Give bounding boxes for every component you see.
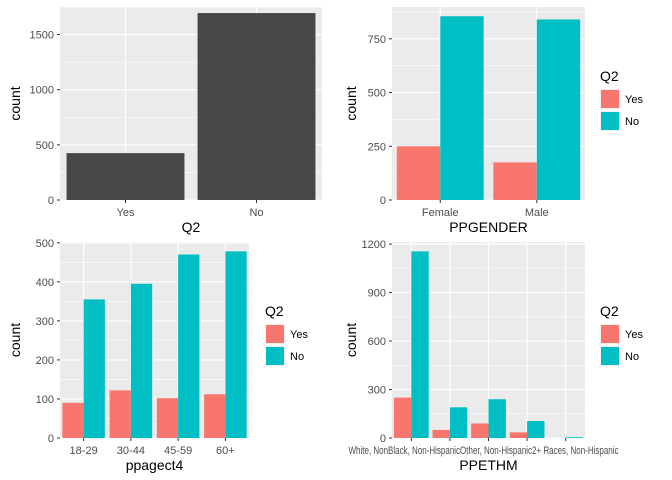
bar-yes-0 <box>393 397 412 438</box>
x-tick-label: 60+ <box>216 445 235 457</box>
bar-yes-0 <box>62 402 84 438</box>
bar-no-1 <box>536 19 581 200</box>
chart-panel-4: 0 300 600 900 1200 White, NonBlack, Non-Hispa… <box>343 239 643 473</box>
y-tick-label: 1500 <box>30 30 54 42</box>
legend-label-no: No <box>625 116 639 128</box>
bar-yes-3 <box>509 432 528 438</box>
x-axis-title: PPGENDER <box>449 219 528 235</box>
y-tick-label: 300 <box>36 316 54 328</box>
x-tick-labels-overlapping: White, NonBlack, Non-HispanicOther, Non-… <box>349 445 619 457</box>
legend: Q2 Yes No <box>600 303 643 366</box>
legend-title: Q2 <box>265 303 284 319</box>
y-tick-label: 900 <box>368 288 386 300</box>
legend-key-no <box>266 347 284 365</box>
legend-label-yes: Yes <box>290 329 308 341</box>
x-tick-label: 18-29 <box>70 445 98 457</box>
chart-panel-3: 0 100 200 300 400 500 18-29 30-44 45-59 60+ ppagec… <box>7 238 308 473</box>
bar-yes-2 <box>156 398 179 438</box>
y-axis-title: count <box>343 323 359 357</box>
x-tick-label: 30-44 <box>117 445 145 457</box>
y-tick-label: 600 <box>368 336 386 348</box>
x-tick-label: 45-59 <box>164 445 192 457</box>
x-axis-title: ppagect4 <box>126 457 184 473</box>
y-tick-label: 400 <box>36 277 54 289</box>
bar-count-1 <box>197 13 316 200</box>
bar-no-3 <box>527 421 545 438</box>
legend-title: Q2 <box>600 303 619 319</box>
y-tick-label: 750 <box>368 34 386 46</box>
y-tick-label: 250 <box>368 141 386 153</box>
bar-no-2 <box>488 399 506 438</box>
legend-title: Q2 <box>600 68 619 84</box>
x-axis-title: Q2 <box>182 219 201 235</box>
y-tick-label: 500 <box>368 88 386 100</box>
y-tick-label: 1200 <box>362 239 386 251</box>
bar-no-3 <box>225 251 247 438</box>
y-tick-label: 0 <box>48 433 54 445</box>
y-tick-label: 1000 <box>30 85 54 97</box>
bar-yes-1 <box>493 162 537 200</box>
x-tick-label: Female <box>422 207 459 219</box>
legend-label-no: No <box>290 351 304 363</box>
legend-key-yes <box>601 90 619 108</box>
y-tick-label: 500 <box>36 140 54 152</box>
y-axis-title: count <box>7 86 23 120</box>
legend-label-yes: Yes <box>625 94 643 106</box>
bar-yes-1 <box>432 429 450 438</box>
chart-panel-1: 0 500 1000 1500 Yes No Q2 count <box>7 6 322 235</box>
legend-label-no: No <box>625 351 639 363</box>
bar-no-0 <box>440 16 484 200</box>
bar-yes-0 <box>396 146 441 200</box>
bar-no-4 <box>565 437 584 438</box>
x-tick-label: Yes <box>117 207 135 219</box>
y-tick-label: 0 <box>380 433 386 445</box>
y-tick-label: 300 <box>368 385 386 397</box>
bar-count-0 <box>66 153 185 200</box>
bar-yes-2 <box>471 423 489 438</box>
y-tick-label: 0 <box>48 195 54 207</box>
y-tick-label: 200 <box>36 355 54 367</box>
legend-key-no <box>601 112 619 130</box>
x-axis-title: PPETHM <box>459 457 517 473</box>
legend-key-yes <box>601 325 619 343</box>
bar-no-2 <box>178 254 200 438</box>
x-tick-label: No <box>249 207 263 219</box>
bar-no-0 <box>411 251 429 438</box>
x-tick-label: Male <box>525 207 549 219</box>
y-tick-label: 0 <box>380 195 386 207</box>
y-tick-label: 500 <box>36 238 54 250</box>
bar-no-0 <box>83 299 105 438</box>
legend: Q2 Yes No <box>265 303 308 366</box>
legend-label-yes: Yes <box>625 329 643 341</box>
legend: Q2 Yes No <box>600 68 643 131</box>
y-tick-label: 100 <box>36 394 54 406</box>
bar-no-1 <box>130 283 153 438</box>
bar-no-1 <box>449 407 468 438</box>
bar-yes-1 <box>109 390 131 438</box>
y-axis-title: count <box>7 323 23 357</box>
legend-key-no <box>601 347 619 365</box>
y-axis-title: count <box>343 86 359 120</box>
legend-key-yes <box>266 325 284 343</box>
bar-yes-3 <box>204 394 226 438</box>
